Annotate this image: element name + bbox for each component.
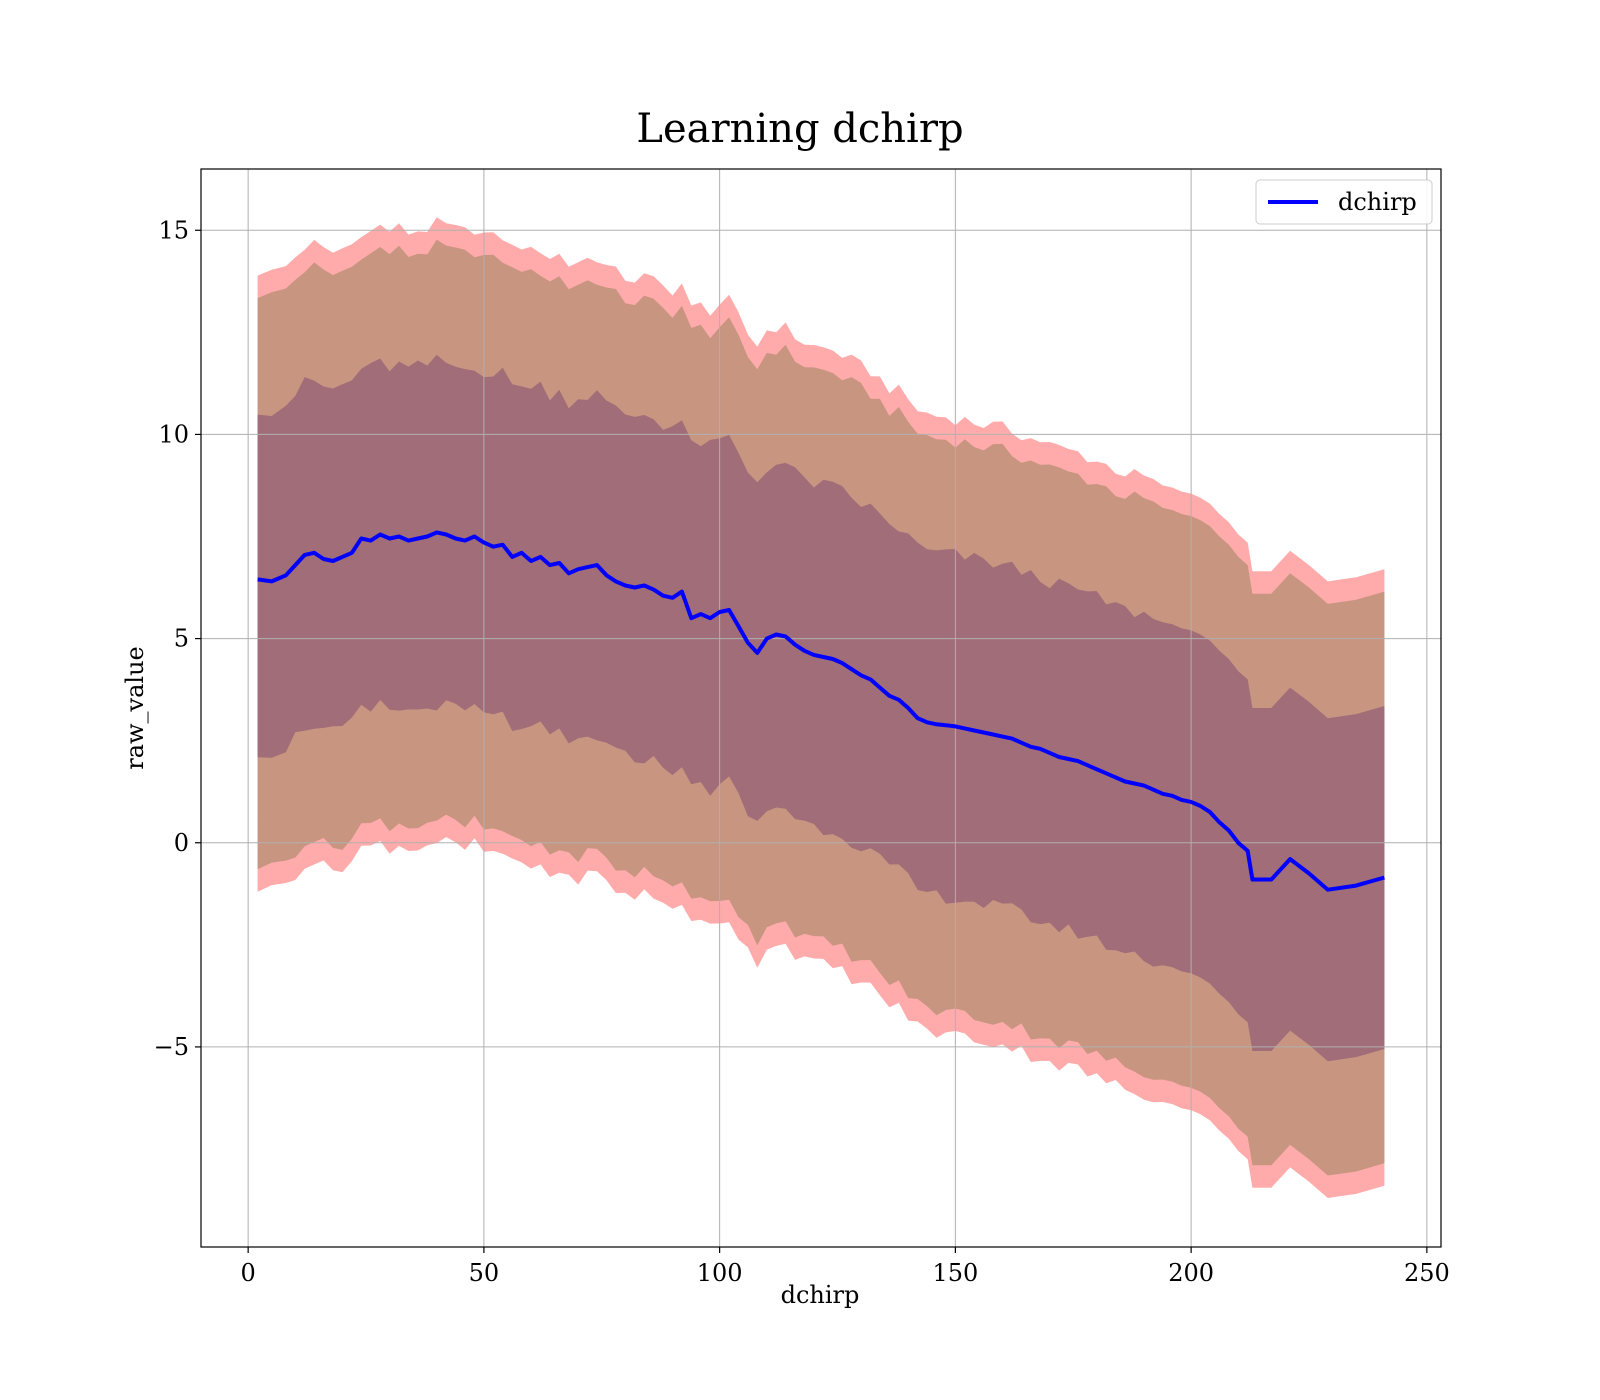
- legend[interactable]: dchirp: [1255, 179, 1433, 225]
- x-tick-label: 0: [241, 1259, 256, 1287]
- series-lines: [257, 530, 1385, 892]
- y-tick-label: 0: [174, 829, 189, 857]
- x-tick-label: 150: [932, 1259, 978, 1287]
- y-tick-label: −5: [154, 1033, 189, 1061]
- y-tick-label: 10: [158, 420, 189, 448]
- x-axis-label: dchirp: [781, 1281, 860, 1309]
- legend-box: [1255, 179, 1433, 225]
- band-1sigma: [257, 354, 1385, 1062]
- plot-frame: [200, 168, 1442, 1248]
- chart-title: Learning dchirp: [636, 106, 963, 152]
- x-tick-label: 100: [697, 1259, 743, 1287]
- x-tick-label: 250: [1404, 1259, 1450, 1287]
- grid-lines: [201, 169, 1441, 1247]
- x-tick-label: 200: [1168, 1259, 1214, 1287]
- axis-ticks: 0 50 100 150 200 250 −5 0 5 10 15: [154, 216, 1450, 1287]
- series-line-dchirp: [257, 530, 1385, 892]
- y-tick-label: 15: [158, 216, 189, 244]
- y-tick-label: 5: [174, 625, 189, 653]
- plot-area: [201, 169, 1441, 1247]
- x-tick-label: 50: [469, 1259, 500, 1287]
- y-axis-label: raw_value: [121, 646, 149, 770]
- uncertainty-bands: [257, 217, 1385, 1198]
- legend-label-dchirp: dchirp: [1338, 188, 1417, 216]
